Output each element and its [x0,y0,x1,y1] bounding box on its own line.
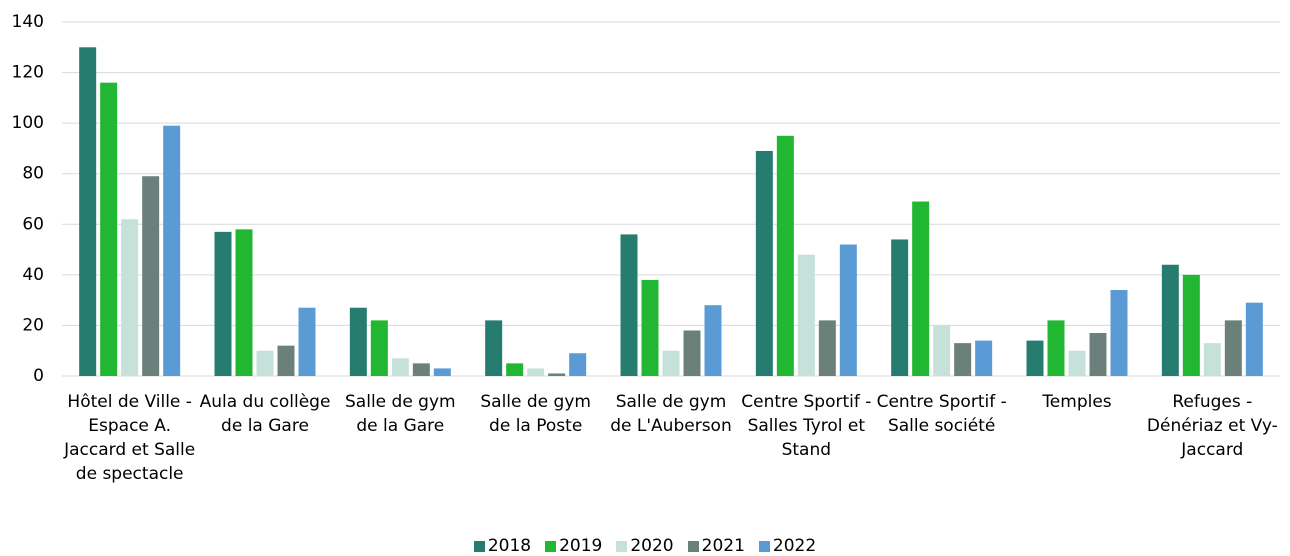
bar [506,363,524,376]
bar [1026,340,1044,376]
y-tick-label: 100 [12,113,44,133]
bar [391,358,409,376]
y-tick-label: 0 [33,366,44,386]
bar [1182,274,1200,376]
bar [256,350,274,376]
bar [1047,320,1065,376]
bar [548,373,566,376]
bar [412,363,430,376]
bar [142,176,160,376]
bar [485,320,503,376]
y-tick-label: 40 [22,265,44,285]
x-tick-label: Aula du collège de la Gare [199,392,331,436]
bar [933,325,951,376]
bar [79,47,97,377]
y-tick-label: 80 [22,164,44,184]
y-tick-label: 60 [22,214,44,234]
legend-label: 2022 [772,536,817,556]
bar [433,368,451,376]
x-tick-label: Refuges - Dénériaz et Vy-Jaccard [1146,392,1278,460]
bar [776,135,794,376]
bar [370,320,388,376]
x-tick-label: Salle de gym de la Poste [480,392,591,436]
legend-swatch [473,540,485,552]
bar [1089,333,1107,376]
legend-label: 2020 [630,536,674,556]
bar [1245,302,1263,376]
bar [349,307,367,376]
bar [1161,264,1179,376]
y-tick-label: 140 [12,12,44,32]
bar [839,244,857,376]
legend-label: 2021 [701,536,745,556]
x-tick-label: Centre Sportif - Salles Tyrol et Stand [741,392,872,460]
y-tick-label: 20 [22,315,44,335]
bar [683,330,701,376]
bar [100,82,118,376]
bar [797,254,815,376]
y-tick-label: 120 [12,63,44,83]
bar [620,234,638,376]
bar [912,201,930,376]
bar [163,125,181,377]
legend-item: 2019 [545,536,602,556]
legend-swatch [687,540,699,552]
bar [1203,343,1221,376]
x-tick-label: Salle de gym de L'Auberson [610,392,732,436]
bar [1068,350,1086,376]
legend-item: 2020 [616,536,674,556]
bar [235,229,253,376]
legend: 2018 2019 2020 2021 2022 [0,536,1290,556]
bar [755,150,773,376]
x-tick-label: Temples [1042,392,1112,412]
bar [1110,290,1128,376]
x-tick-label: Hôtel de Ville - Espace A. Jaccard et Sa… [64,392,196,484]
bar [818,320,836,376]
bar [704,305,722,376]
bar [569,353,587,376]
legend-swatch [616,540,628,552]
bar [662,350,680,376]
legend-item: 2018 [473,536,532,556]
bar [641,279,659,376]
legend-label: 2019 [559,536,603,556]
bar [1224,320,1242,376]
bar [298,307,316,376]
x-tick-label: Salle de gym de la Gare [345,392,456,436]
legend-swatch [758,540,770,552]
legend-item: 2022 [758,536,817,556]
bar [975,340,993,376]
legend-item: 2021 [687,536,745,556]
bar [121,219,139,376]
bar [214,231,232,376]
x-tick-label: Centre Sportif - Salle société [876,392,1007,436]
bar [277,345,295,376]
legend-swatch [545,540,557,552]
bar [954,343,972,376]
legend-label: 2018 [487,536,532,556]
bar [891,239,909,376]
bar [527,368,545,376]
